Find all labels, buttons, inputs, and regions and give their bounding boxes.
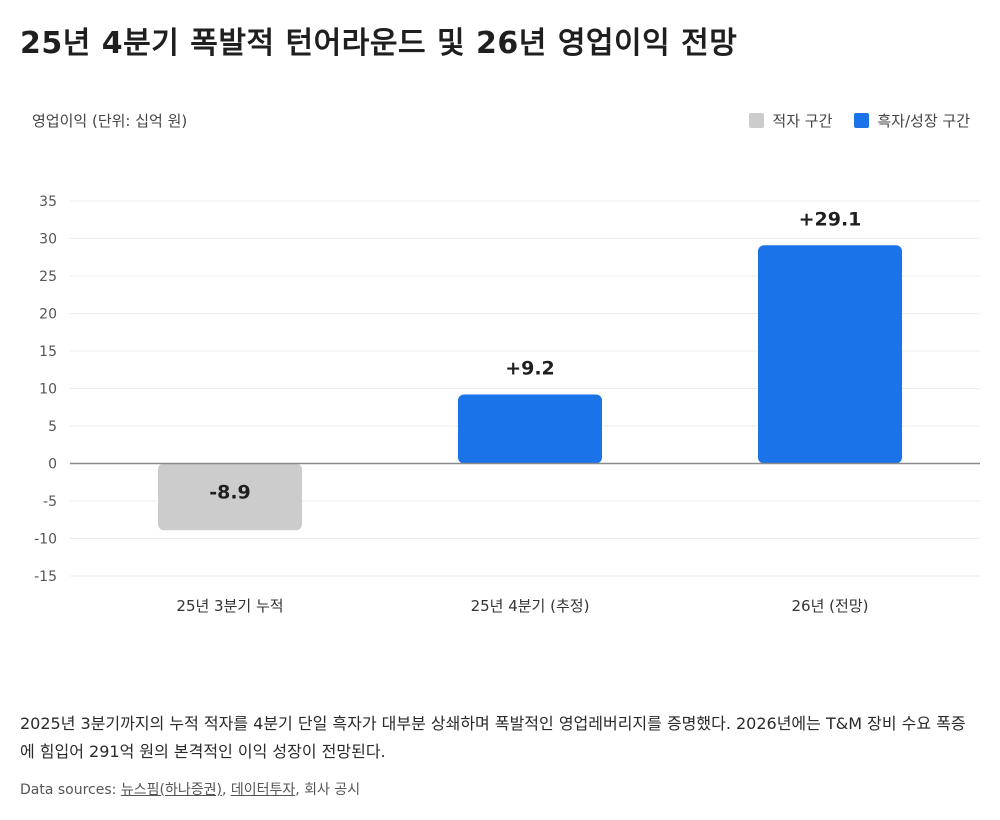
page-title: 25년 4분기 폭발적 턴어라운드 및 26년 영업이익 전망 (20, 26, 738, 61)
y-tick-label: 0 (48, 457, 57, 473)
y-tick-label: -10 (34, 532, 57, 548)
y-tick-label: -15 (34, 569, 57, 585)
y-tick-label: 25 (39, 269, 57, 285)
sources-separator-1: , (221, 782, 231, 798)
legend-label-loss: 적자 구간 (772, 112, 833, 130)
source-link-newspim[interactable]: 뉴스핌(하나증권) (120, 782, 222, 798)
source-link-datatooja[interactable]: 데이터투자 (230, 782, 296, 798)
bar-value-label: -8.9 (209, 482, 251, 504)
source-company-disclosure: 회사 공시 (304, 782, 361, 798)
legend-item-profit: 흑자/성장 구간 (854, 110, 970, 131)
bar-value-label: +9.2 (505, 358, 555, 380)
legend-item-loss: 적자 구간 (749, 110, 832, 131)
y-tick-label: 30 (39, 232, 57, 248)
legend-swatch-profit (854, 113, 870, 128)
y-tick-label: 5 (48, 419, 57, 435)
legend-label-profit: 흑자/성장 구간 (877, 112, 970, 130)
y-axis-label: 영업이익 (단위: 십억 원) (32, 112, 188, 130)
chart-caption: 2025년 3분기까지의 누적 적자를 4분기 단일 흑자가 대부분 상쇄하며 … (20, 714, 966, 761)
data-sources: Data sources: 뉴스핌(하나증권), 데이터투자, 회사 공시 (20, 779, 360, 799)
bar (758, 245, 902, 464)
bar (458, 394, 602, 464)
bar (158, 463, 302, 531)
x-category-label: 25년 3분기 누적 (176, 597, 283, 615)
bar-chart: 35 30 25 20 15 10 5 0 -5 -10 -15 -8.9 25년 3분기 누적 +9.2… (34, 194, 980, 615)
x-category-label: 25년 4분기 (추정) (471, 597, 590, 615)
y-tick-label: 15 (39, 344, 57, 360)
y-tick-label: -5 (43, 494, 57, 510)
bar-value-label: +29.1 (799, 208, 862, 230)
y-tick-label: 10 (39, 382, 57, 398)
x-category-label: 26년 (전망) (792, 597, 869, 615)
legend-swatch-loss (749, 113, 765, 128)
sources-prefix: Data sources: (20, 782, 121, 798)
legend: 적자 구간 흑자/성장 구간 (749, 110, 970, 131)
sources-separator-2: , (295, 782, 305, 798)
y-tick-label: 35 (39, 194, 57, 210)
y-tick-label: 20 (39, 307, 57, 323)
